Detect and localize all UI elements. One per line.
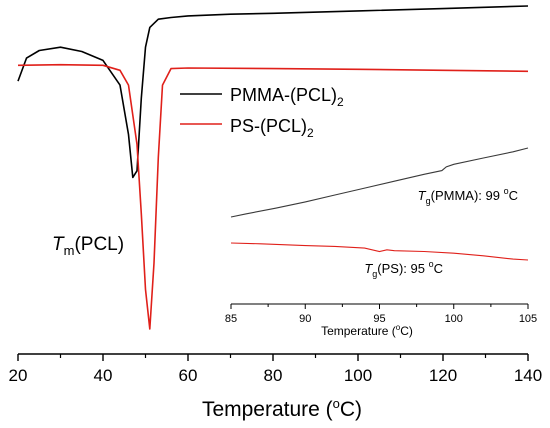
main-x-axis-title: Temperature (oC) [202, 396, 362, 421]
main-x-tick-label-140: 140 [514, 366, 542, 385]
inset-x-axis-title: Temperature (oC) [321, 323, 413, 338]
main-x-tick-label-80: 80 [264, 366, 283, 385]
main-x-tick-label-20: 20 [9, 366, 28, 385]
legend-label-ps: PS-(PCL)2 [230, 116, 314, 140]
inset-label-pmma: Tg(PMMA): 99 oC [418, 186, 518, 206]
inset-x-tick-label-95: 95 [373, 313, 385, 325]
main-plot: 20 40 60 80 100 120 140 [9, 5, 542, 385]
main-x-tick-label-40: 40 [94, 366, 113, 385]
inset-x-tick-label-90: 90 [299, 313, 311, 325]
inset-x-tick-label-105: 105 [519, 313, 537, 325]
inset-x-tick-label-100: 100 [445, 313, 463, 325]
main-series-line-1 [17, 63, 529, 330]
inset-series-line-1 [230, 242, 529, 261]
inset-plot: Tg(PMMA): 99 oC Tg(PS): 95 oC Temperatur… [225, 147, 537, 338]
inset-label-ps: Tg(PS): 95 oC [364, 259, 443, 279]
main-x-tick-label-120: 120 [429, 366, 457, 385]
inset-series-line-0 [230, 147, 529, 218]
legend: PMMA-(PCL)2 PS-(PCL)2 [180, 85, 344, 140]
inset-x-tick-label-85: 85 [225, 313, 237, 325]
main-x-tick-label-60: 60 [179, 366, 198, 385]
main-x-tick-label-100: 100 [344, 366, 372, 385]
main-series-line-0 [17, 5, 529, 179]
tm-annotation: Tm(PCL) [52, 234, 124, 258]
legend-label-pmma: PMMA-(PCL)2 [230, 85, 344, 109]
